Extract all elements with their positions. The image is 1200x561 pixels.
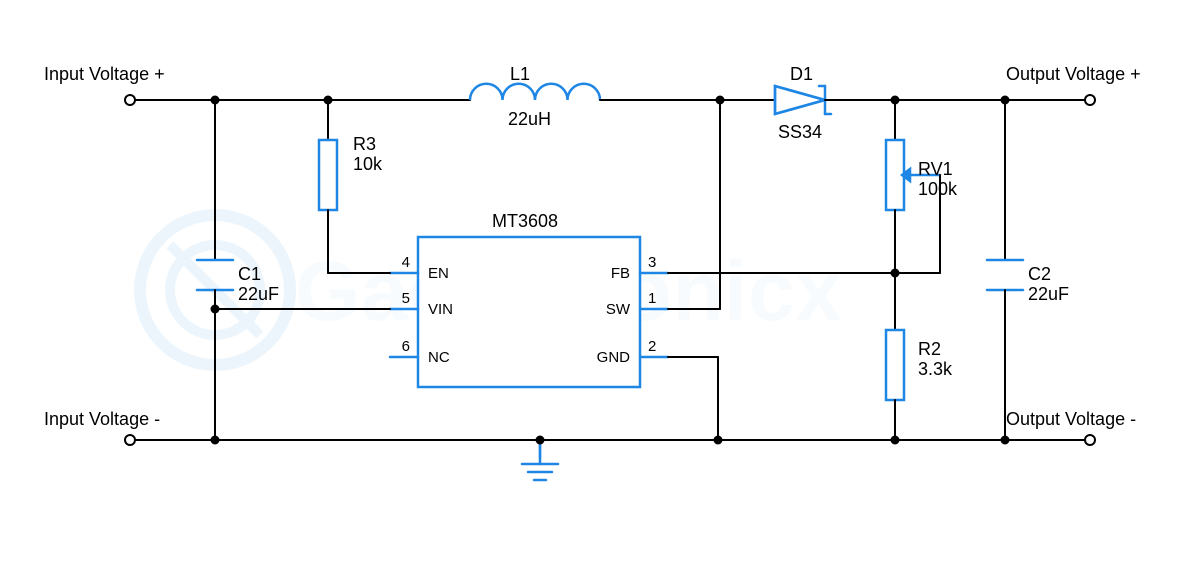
ic-pin-num-fb: 3 <box>648 254 656 271</box>
terminal-in-neg: Input Voltage - <box>44 409 160 429</box>
res-r2-ref: R2 <box>918 339 941 359</box>
ic-pin-num-en: 4 <box>402 254 410 271</box>
ic-part-label: MT3608 <box>492 211 558 231</box>
terminal-out-neg: Output Voltage - <box>1006 409 1136 429</box>
ic-pin-label-nc: NC <box>428 349 450 366</box>
cap-c1-value: 22uF <box>238 284 279 304</box>
ic-pin-num-sw: 1 <box>648 290 656 307</box>
diode-d1-value: SS34 <box>778 122 822 142</box>
ic-pin-label-vin: VIN <box>428 301 453 318</box>
ic-pin-num-vin: 5 <box>402 290 410 307</box>
terminal-out-pos: Output Voltage + <box>1006 64 1141 84</box>
diode-d1-ref: D1 <box>790 64 813 84</box>
ind-l1-ref: L1 <box>510 64 530 84</box>
ic-pin-label-gnd: GND <box>597 349 631 366</box>
ic-pin-label-en: EN <box>428 265 449 282</box>
ic-pin-label-sw: SW <box>606 301 631 318</box>
cap-c1-ref: C1 <box>238 264 261 284</box>
res-r2-value: 3.3k <box>918 359 953 379</box>
ic-pin-label-fb: FB <box>611 265 630 282</box>
res-r3-value: 10k <box>353 154 383 174</box>
pot-rv1-value: 100k <box>918 179 958 199</box>
ind-l1-value: 22uH <box>508 109 551 129</box>
ic-pin-num-nc: 6 <box>402 338 410 355</box>
cap-c2-ref: C2 <box>1028 264 1051 284</box>
ic-pin-num-gnd: 2 <box>648 338 656 355</box>
pot-rv1-ref: RV1 <box>918 159 953 179</box>
terminal-in-pos: Input Voltage + <box>44 64 165 84</box>
res-r3-ref: R3 <box>353 134 376 154</box>
cap-c2-value: 22uF <box>1028 284 1069 304</box>
